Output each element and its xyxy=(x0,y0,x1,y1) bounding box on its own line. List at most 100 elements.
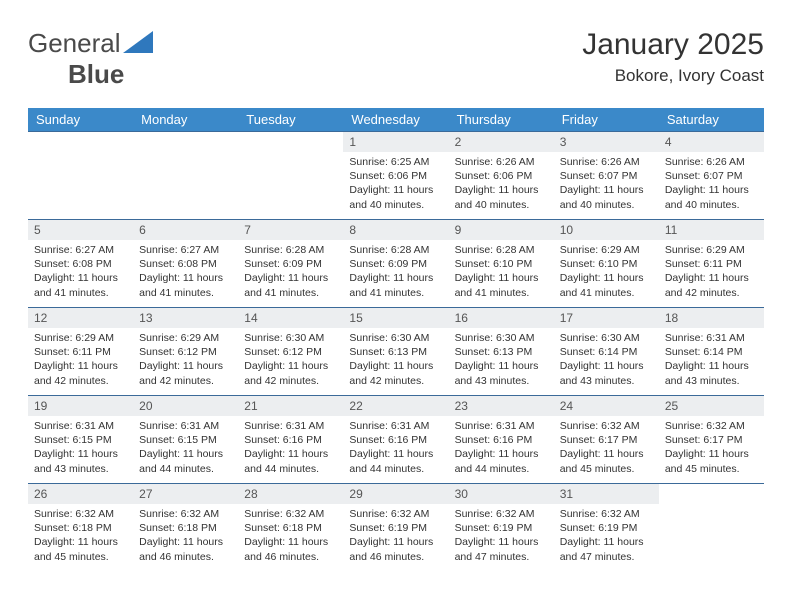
calendar-day-cell: 24Sunrise: 6:32 AMSunset: 6:17 PMDayligh… xyxy=(554,396,659,484)
weekday-header: Tuesday xyxy=(238,108,343,132)
calendar-week-row: 5Sunrise: 6:27 AMSunset: 6:08 PMDaylight… xyxy=(28,220,764,308)
day-number: 11 xyxy=(659,220,764,240)
calendar-page: GeneralBlue January 2025 Bokore, Ivory C… xyxy=(0,0,792,572)
day-details: Sunrise: 6:30 AMSunset: 6:13 PMDaylight:… xyxy=(343,328,448,392)
day-number: 23 xyxy=(449,396,554,416)
title-block: January 2025 Bokore, Ivory Coast xyxy=(582,28,764,86)
brand-logo: GeneralBlue xyxy=(28,28,153,90)
calendar-day-cell: 9Sunrise: 6:28 AMSunset: 6:10 PMDaylight… xyxy=(449,220,554,308)
day-number: 2 xyxy=(449,132,554,152)
calendar-day-cell xyxy=(133,132,238,220)
day-details: Sunrise: 6:26 AMSunset: 6:06 PMDaylight:… xyxy=(449,152,554,216)
weekday-header: Saturday xyxy=(659,108,764,132)
calendar-day-cell: 13Sunrise: 6:29 AMSunset: 6:12 PMDayligh… xyxy=(133,308,238,396)
day-details: Sunrise: 6:27 AMSunset: 6:08 PMDaylight:… xyxy=(28,240,133,304)
day-details: Sunrise: 6:32 AMSunset: 6:19 PMDaylight:… xyxy=(449,504,554,568)
calendar-day-cell: 6Sunrise: 6:27 AMSunset: 6:08 PMDaylight… xyxy=(133,220,238,308)
day-details: Sunrise: 6:28 AMSunset: 6:10 PMDaylight:… xyxy=(449,240,554,304)
day-number: 31 xyxy=(554,484,659,504)
month-title: January 2025 xyxy=(582,28,764,62)
calendar-day-cell: 28Sunrise: 6:32 AMSunset: 6:18 PMDayligh… xyxy=(238,484,343,572)
calendar-day-cell: 20Sunrise: 6:31 AMSunset: 6:15 PMDayligh… xyxy=(133,396,238,484)
calendar-day-cell: 21Sunrise: 6:31 AMSunset: 6:16 PMDayligh… xyxy=(238,396,343,484)
calendar-day-cell: 26Sunrise: 6:32 AMSunset: 6:18 PMDayligh… xyxy=(28,484,133,572)
calendar-header-row: SundayMondayTuesdayWednesdayThursdayFrid… xyxy=(28,108,764,132)
day-number: 6 xyxy=(133,220,238,240)
day-details: Sunrise: 6:32 AMSunset: 6:17 PMDaylight:… xyxy=(554,416,659,480)
day-details: Sunrise: 6:32 AMSunset: 6:18 PMDaylight:… xyxy=(133,504,238,568)
day-details: Sunrise: 6:29 AMSunset: 6:11 PMDaylight:… xyxy=(28,328,133,392)
day-number: 25 xyxy=(659,396,764,416)
calendar-day-cell xyxy=(238,132,343,220)
day-number: 15 xyxy=(343,308,448,328)
calendar-day-cell xyxy=(659,484,764,572)
calendar-day-cell: 8Sunrise: 6:28 AMSunset: 6:09 PMDaylight… xyxy=(343,220,448,308)
calendar-week-row: 26Sunrise: 6:32 AMSunset: 6:18 PMDayligh… xyxy=(28,484,764,572)
day-number xyxy=(659,484,764,504)
day-number: 13 xyxy=(133,308,238,328)
day-number: 3 xyxy=(554,132,659,152)
day-details: Sunrise: 6:31 AMSunset: 6:16 PMDaylight:… xyxy=(449,416,554,480)
day-number: 9 xyxy=(449,220,554,240)
calendar-day-cell xyxy=(28,132,133,220)
calendar-day-cell: 25Sunrise: 6:32 AMSunset: 6:17 PMDayligh… xyxy=(659,396,764,484)
day-details: Sunrise: 6:29 AMSunset: 6:10 PMDaylight:… xyxy=(554,240,659,304)
day-number: 4 xyxy=(659,132,764,152)
day-number xyxy=(28,132,133,152)
weekday-header: Wednesday xyxy=(343,108,448,132)
day-details: Sunrise: 6:32 AMSunset: 6:19 PMDaylight:… xyxy=(343,504,448,568)
day-number: 29 xyxy=(343,484,448,504)
day-details: Sunrise: 6:31 AMSunset: 6:15 PMDaylight:… xyxy=(28,416,133,480)
calendar-day-cell: 10Sunrise: 6:29 AMSunset: 6:10 PMDayligh… xyxy=(554,220,659,308)
calendar-day-cell: 27Sunrise: 6:32 AMSunset: 6:18 PMDayligh… xyxy=(133,484,238,572)
location-label: Bokore, Ivory Coast xyxy=(582,66,764,86)
calendar-day-cell: 16Sunrise: 6:30 AMSunset: 6:13 PMDayligh… xyxy=(449,308,554,396)
day-number: 1 xyxy=(343,132,448,152)
day-number: 21 xyxy=(238,396,343,416)
day-number: 17 xyxy=(554,308,659,328)
day-details: Sunrise: 6:32 AMSunset: 6:18 PMDaylight:… xyxy=(238,504,343,568)
calendar-day-cell: 1Sunrise: 6:25 AMSunset: 6:06 PMDaylight… xyxy=(343,132,448,220)
day-number: 10 xyxy=(554,220,659,240)
day-number: 26 xyxy=(28,484,133,504)
day-details: Sunrise: 6:31 AMSunset: 6:16 PMDaylight:… xyxy=(343,416,448,480)
calendar-day-cell: 7Sunrise: 6:28 AMSunset: 6:09 PMDaylight… xyxy=(238,220,343,308)
calendar-day-cell: 2Sunrise: 6:26 AMSunset: 6:06 PMDaylight… xyxy=(449,132,554,220)
calendar-day-cell: 14Sunrise: 6:30 AMSunset: 6:12 PMDayligh… xyxy=(238,308,343,396)
day-number: 18 xyxy=(659,308,764,328)
calendar-day-cell: 23Sunrise: 6:31 AMSunset: 6:16 PMDayligh… xyxy=(449,396,554,484)
calendar-table: SundayMondayTuesdayWednesdayThursdayFrid… xyxy=(28,108,764,572)
calendar-day-cell: 22Sunrise: 6:31 AMSunset: 6:16 PMDayligh… xyxy=(343,396,448,484)
calendar-day-cell: 4Sunrise: 6:26 AMSunset: 6:07 PMDaylight… xyxy=(659,132,764,220)
day-number: 20 xyxy=(133,396,238,416)
calendar-week-row: 12Sunrise: 6:29 AMSunset: 6:11 PMDayligh… xyxy=(28,308,764,396)
calendar-day-cell: 19Sunrise: 6:31 AMSunset: 6:15 PMDayligh… xyxy=(28,396,133,484)
day-details: Sunrise: 6:30 AMSunset: 6:12 PMDaylight:… xyxy=(238,328,343,392)
day-number: 8 xyxy=(343,220,448,240)
calendar-day-cell: 5Sunrise: 6:27 AMSunset: 6:08 PMDaylight… xyxy=(28,220,133,308)
day-number: 19 xyxy=(28,396,133,416)
day-details: Sunrise: 6:32 AMSunset: 6:18 PMDaylight:… xyxy=(28,504,133,568)
day-number: 7 xyxy=(238,220,343,240)
day-details: Sunrise: 6:28 AMSunset: 6:09 PMDaylight:… xyxy=(238,240,343,304)
calendar-day-cell: 3Sunrise: 6:26 AMSunset: 6:07 PMDaylight… xyxy=(554,132,659,220)
day-number xyxy=(238,132,343,152)
day-number: 27 xyxy=(133,484,238,504)
day-details: Sunrise: 6:32 AMSunset: 6:19 PMDaylight:… xyxy=(554,504,659,568)
day-number: 22 xyxy=(343,396,448,416)
day-details: Sunrise: 6:27 AMSunset: 6:08 PMDaylight:… xyxy=(133,240,238,304)
day-details: Sunrise: 6:25 AMSunset: 6:06 PMDaylight:… xyxy=(343,152,448,216)
calendar-day-cell: 29Sunrise: 6:32 AMSunset: 6:19 PMDayligh… xyxy=(343,484,448,572)
logo-triangle-icon xyxy=(123,31,153,53)
calendar-week-row: 1Sunrise: 6:25 AMSunset: 6:06 PMDaylight… xyxy=(28,132,764,220)
calendar-day-cell: 31Sunrise: 6:32 AMSunset: 6:19 PMDayligh… xyxy=(554,484,659,572)
day-number: 5 xyxy=(28,220,133,240)
calendar-day-cell: 15Sunrise: 6:30 AMSunset: 6:13 PMDayligh… xyxy=(343,308,448,396)
weekday-header: Monday xyxy=(133,108,238,132)
calendar-week-row: 19Sunrise: 6:31 AMSunset: 6:15 PMDayligh… xyxy=(28,396,764,484)
day-number: 12 xyxy=(28,308,133,328)
day-details: Sunrise: 6:30 AMSunset: 6:14 PMDaylight:… xyxy=(554,328,659,392)
day-number: 30 xyxy=(449,484,554,504)
day-number: 28 xyxy=(238,484,343,504)
calendar-day-cell: 11Sunrise: 6:29 AMSunset: 6:11 PMDayligh… xyxy=(659,220,764,308)
